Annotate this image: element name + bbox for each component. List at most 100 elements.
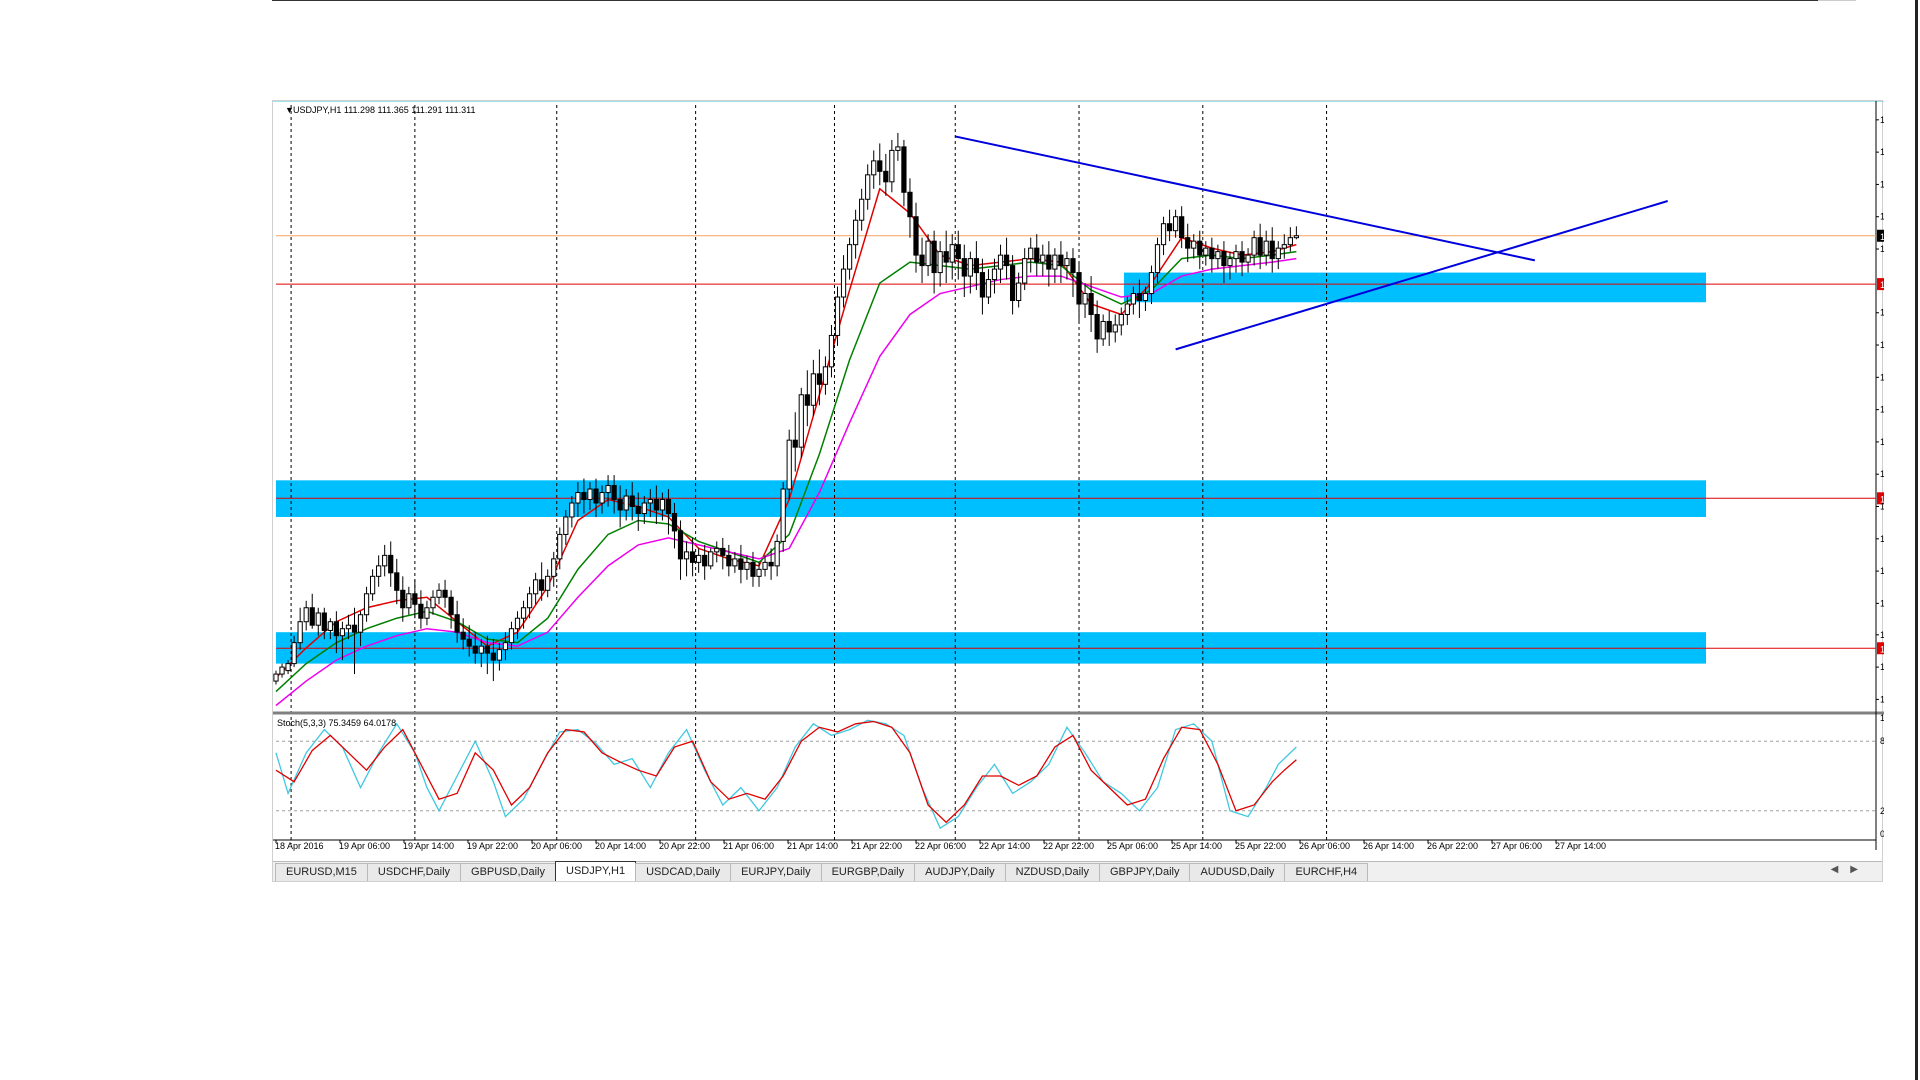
candle-body xyxy=(665,499,672,514)
candle-body xyxy=(1275,247,1281,260)
stoch-tick-label: 0 xyxy=(1880,829,1884,839)
candle-body xyxy=(756,568,762,577)
scroll-right-icon[interactable]: ▶ xyxy=(1850,864,1870,875)
time-tick-label: 21 Apr 14:00 xyxy=(787,841,838,851)
candle-body xyxy=(1166,223,1173,232)
candle-body xyxy=(526,593,533,609)
candle-body xyxy=(345,624,352,630)
candle-body xyxy=(539,579,545,591)
tab-gbpusd-daily[interactable]: GBPUSD,Daily xyxy=(460,863,556,881)
price-tick-label: 110.315 xyxy=(1880,405,1884,415)
candle-body xyxy=(762,561,768,570)
candle-body xyxy=(1203,247,1209,256)
trendline-0 xyxy=(955,135,1536,262)
trendlines[interactable] xyxy=(955,135,1668,351)
candle-body xyxy=(1179,216,1185,239)
level-price-label: 109.807 xyxy=(1880,494,1884,504)
tab-audusd-daily[interactable]: AUDUSD,Daily xyxy=(1189,863,1286,881)
candle-body xyxy=(1040,254,1046,263)
candle-body xyxy=(563,516,569,535)
candle-body xyxy=(708,551,714,567)
candle-body xyxy=(1251,237,1257,256)
candle-body xyxy=(273,673,279,682)
tab-usdchf-daily[interactable]: USDCHF,Daily xyxy=(366,863,462,881)
candle-body xyxy=(1052,254,1058,270)
usdjpy-h1-chart[interactable]: 111.311111.034109.807108.948 111.975111.… xyxy=(273,101,1884,883)
tab-audjpy-daily[interactable]: AUDJPY,Daily xyxy=(914,863,1006,881)
candle-body xyxy=(357,614,364,633)
tab-eurjpy-daily[interactable]: EURJPY,Daily xyxy=(730,863,822,881)
candle-body xyxy=(1281,244,1287,249)
candle-body xyxy=(792,439,798,448)
candle-body xyxy=(369,575,376,595)
candle-body xyxy=(714,547,720,553)
candle-body xyxy=(877,160,883,172)
candle-body xyxy=(1118,313,1124,326)
tab-scroll-arrows[interactable]: ◀▶ xyxy=(1831,864,1870,875)
scroll-left-icon[interactable]: ◀ xyxy=(1830,864,1851,875)
candle-body xyxy=(1263,240,1269,256)
candle-body xyxy=(931,240,937,274)
candle-body xyxy=(617,499,623,511)
candle-body xyxy=(696,554,702,563)
candle-body xyxy=(1215,251,1221,260)
chart-dropdown-icon[interactable]: ▼ xyxy=(285,105,294,115)
time-tick-label: 27 Apr 14:00 xyxy=(1555,841,1606,851)
candle-body xyxy=(840,268,847,298)
candle-body xyxy=(653,499,659,511)
candle-body xyxy=(1070,258,1076,274)
candle-body xyxy=(629,495,635,508)
candle-body xyxy=(1046,254,1052,270)
candle-body xyxy=(339,628,346,637)
candle-body xyxy=(804,394,810,406)
tab-usdjpy-h1[interactable]: USDJPY,H1 xyxy=(555,861,637,881)
tab-nzdusd-daily[interactable]: NZDUSD,Daily xyxy=(1004,863,1100,881)
level-price-label: 108.948 xyxy=(1880,644,1884,654)
candle-body xyxy=(581,492,587,501)
candle-body xyxy=(412,593,418,605)
stoch-signal-line xyxy=(275,720,1297,824)
time-tick-label: 22 Apr 14:00 xyxy=(979,841,1030,851)
level-price-box xyxy=(1877,278,1884,291)
time-tick-label: 18 Apr 2016 xyxy=(275,841,324,851)
time-tick-label: 19 Apr 22:00 xyxy=(467,841,518,851)
candle-body xyxy=(635,506,641,514)
candle-body xyxy=(919,254,925,267)
tab-gbpjpy-daily[interactable]: GBPJPY,Daily xyxy=(1098,863,1191,881)
level-price-box xyxy=(1877,492,1884,505)
candle-body xyxy=(551,558,557,577)
candle-body xyxy=(569,502,575,518)
candle-body xyxy=(967,258,973,277)
candle-body xyxy=(1136,293,1143,302)
time-tick-label: 26 Apr 22:00 xyxy=(1427,841,1478,851)
candle-body xyxy=(1022,258,1028,284)
tab-eurgbp-daily[interactable]: EURGBP,Daily xyxy=(820,863,916,881)
candle-body xyxy=(327,621,333,631)
stoch-tick-label: 100 xyxy=(1880,713,1884,723)
candle-body xyxy=(1269,240,1275,260)
time-tick-label: 20 Apr 22:00 xyxy=(659,841,710,851)
tab-eurchf-h4[interactable]: EURCHF,H4 xyxy=(1284,863,1369,881)
candle-body xyxy=(472,645,478,654)
candle-body xyxy=(478,645,484,654)
candle-body xyxy=(1257,237,1263,256)
tab-eurusd-m15[interactable]: EURUSD,M15 xyxy=(275,863,368,881)
candle-body xyxy=(1009,265,1016,302)
candle-body xyxy=(907,191,913,218)
top-border-line xyxy=(272,0,1856,1)
candle-body xyxy=(768,561,774,567)
level-price-box xyxy=(1877,229,1884,242)
candle-body xyxy=(1227,258,1233,267)
price-tick-label: 109.205 xyxy=(1880,598,1884,608)
time-tick-label: 22 Apr 22:00 xyxy=(1043,841,1094,851)
candle-body xyxy=(623,495,629,511)
candle-body xyxy=(659,499,666,511)
price-tick-label: 111.975 xyxy=(1880,115,1884,125)
time-axis: 18 Apr 2016 19 Apr 06:00 19 Apr 14:00 19 Ap… xyxy=(273,839,1876,851)
candle-body xyxy=(496,649,503,661)
chart-window[interactable]: 111.311111.034109.807108.948 111.975111.… xyxy=(272,100,1884,883)
candle-body xyxy=(937,251,943,274)
level-price-label: 111.311 xyxy=(1880,232,1884,242)
tab-usdcad-daily[interactable]: USDCAD,Daily xyxy=(635,863,732,881)
candle-body xyxy=(738,558,744,570)
